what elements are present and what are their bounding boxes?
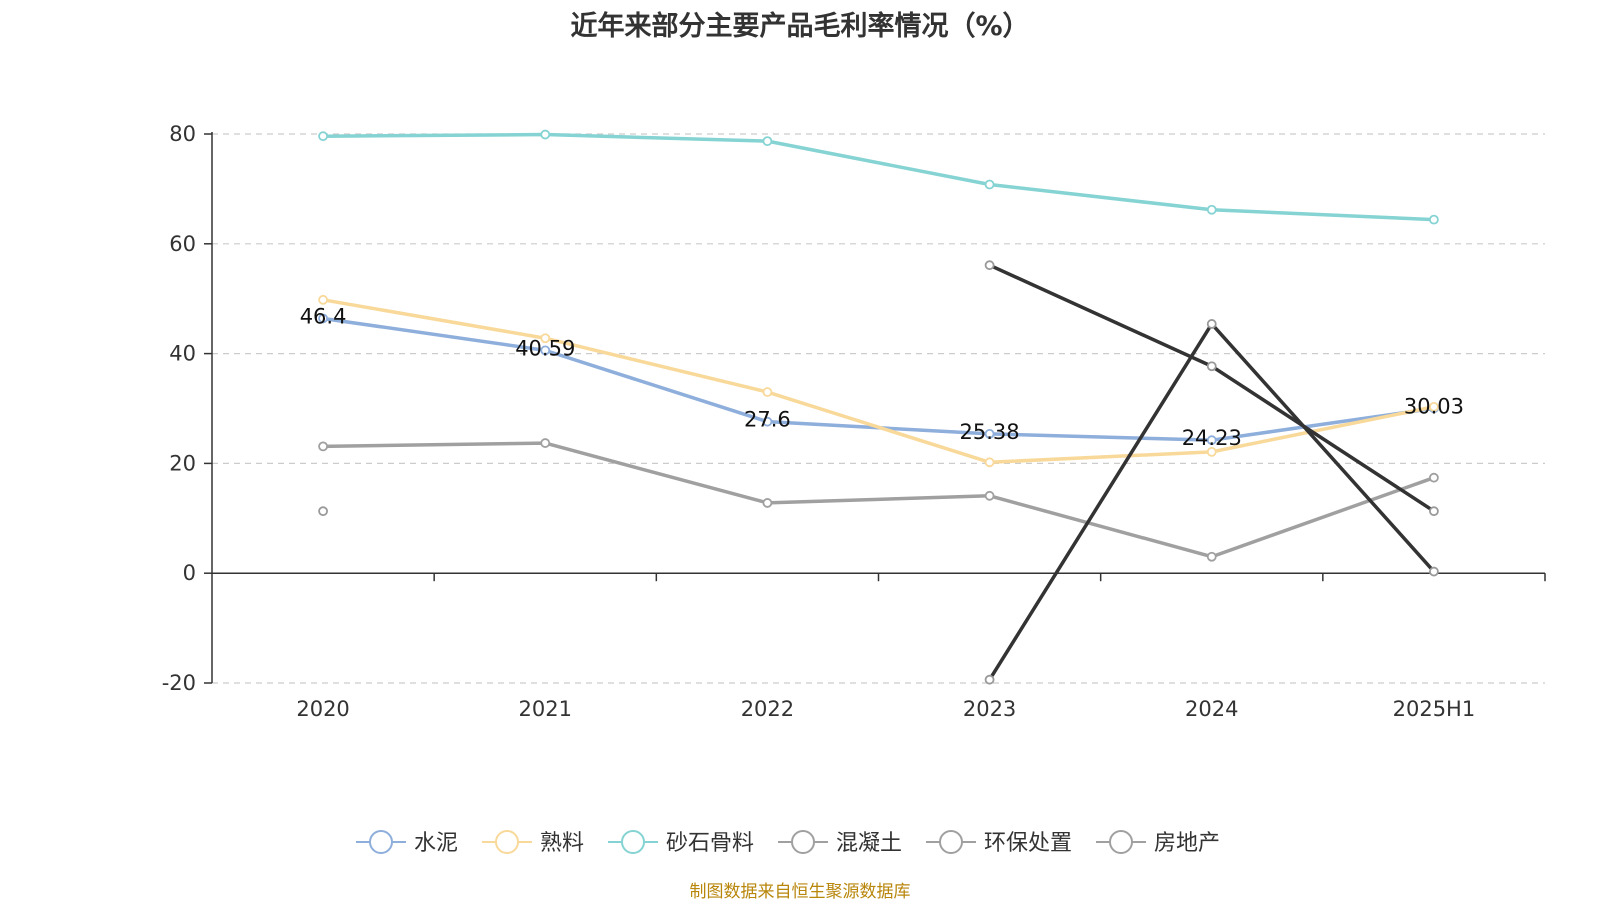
data-point: [1206, 551, 1217, 562]
data-point: [762, 498, 773, 508]
y-tick-label: -20: [162, 671, 196, 695]
series-0: [318, 313, 1439, 446]
legend-label: 熟料: [540, 831, 584, 856]
y-tick-label: 80: [169, 122, 196, 146]
legend-marker: [939, 830, 963, 854]
legend-label: 环保处置: [984, 831, 1072, 856]
data-point: [318, 294, 328, 305]
legend-item[interactable]: 水泥: [356, 830, 458, 856]
data-point: [1429, 506, 1439, 517]
series-1: [318, 294, 1439, 468]
data-labels: 46.4 40.59 27.6 25.38 24.23 30.03: [300, 304, 1464, 450]
legend: 水泥 熟料 砂石骨料 混凝土 环保处置 房地产: [356, 830, 1220, 856]
data-label: 46.4: [300, 304, 347, 328]
data-point: [1206, 435, 1217, 446]
data-point: [984, 457, 995, 468]
x-tick-label: 2023: [963, 697, 1016, 721]
series-3: [318, 438, 1439, 562]
data-point: [762, 136, 773, 147]
series-line: [322, 298, 1435, 465]
data-label: 27.6: [744, 408, 791, 432]
data-point: [318, 506, 328, 517]
data-point: [1206, 204, 1217, 215]
data-point: [984, 179, 995, 190]
data-label: 40.59: [515, 336, 575, 360]
data-point: [540, 333, 551, 344]
legend-label: 砂石骨料: [666, 831, 754, 856]
legend-marker: [621, 830, 645, 854]
series-line: [323, 132, 1434, 222]
legend-item[interactable]: 熟料: [482, 830, 584, 856]
data-point: [318, 313, 328, 324]
data-point: [762, 387, 773, 397]
data-point: [1206, 319, 1217, 329]
y-tick-label: 0: [183, 561, 196, 585]
data-point: [540, 438, 551, 448]
data-point: [984, 428, 995, 439]
data-point: [1429, 472, 1439, 483]
legend-label: 水泥: [414, 831, 458, 856]
series-line: [323, 441, 1435, 559]
legend-item[interactable]: 混凝土: [778, 830, 902, 856]
legend-item[interactable]: 环保处置: [926, 830, 1072, 856]
series-4: [318, 319, 1439, 685]
data-point: [318, 441, 328, 452]
data-label: 25.38: [960, 420, 1020, 444]
legend-marker: [1109, 830, 1133, 854]
y-tick-label: 20: [169, 451, 196, 475]
source-note: 制图数据来自恒生聚源数据库: [689, 882, 911, 902]
data-point: [1429, 401, 1439, 412]
legend-label: 房地产: [1154, 831, 1220, 856]
series-line: [322, 316, 1435, 442]
data-point: [318, 131, 328, 142]
legend-item[interactable]: 砂石骨料: [608, 830, 754, 856]
data-point: [1206, 446, 1217, 457]
series-line: [988, 263, 1435, 513]
x-tick-label: 2025H1: [1393, 697, 1476, 721]
x-tick-label: 2024: [1185, 697, 1238, 721]
x-tick-label: 2021: [519, 697, 572, 721]
data-point: [1429, 214, 1439, 225]
series-5: [984, 260, 1439, 517]
chart-title: 近年来部分主要产品毛利率情况（%）: [570, 11, 1030, 42]
data-point: [540, 345, 551, 356]
series-2: [318, 129, 1439, 225]
data-point: [1206, 361, 1217, 372]
data-label: 24.23: [1182, 426, 1242, 450]
x-tick-label: 2020: [296, 697, 349, 721]
data-label: 30.03: [1404, 394, 1464, 418]
y-tick-label: 40: [169, 342, 196, 366]
x-tick-label: 2022: [741, 697, 794, 721]
data-point: [1429, 566, 1439, 577]
data-point: [540, 129, 551, 140]
legend-marker: [369, 830, 393, 854]
y-tick-label: 60: [169, 232, 196, 256]
data-point: [984, 674, 995, 685]
legend-label: 混凝土: [836, 831, 902, 856]
legend-marker: [495, 830, 519, 854]
series-lines: [318, 129, 1439, 685]
data-point: [762, 416, 773, 427]
legend-marker: [791, 830, 815, 854]
axes: -20 0 20 40 60 80 2020 2021 2022 2023 2024 2025H1: [162, 122, 1546, 721]
data-point: [984, 260, 995, 271]
legend-item[interactable]: 房地产: [1096, 830, 1220, 856]
data-point: [984, 490, 995, 501]
